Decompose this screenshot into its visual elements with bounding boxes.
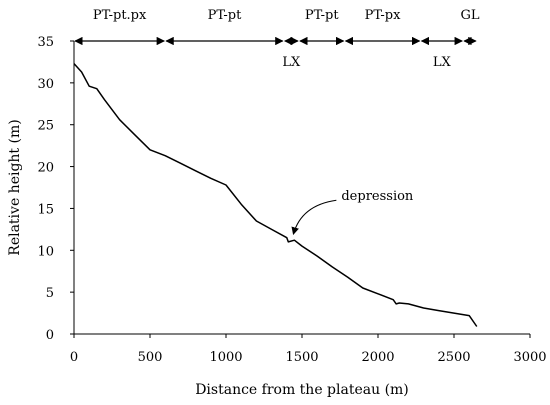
segment-label: PT-pt — [305, 8, 339, 23]
depression-label: depression — [341, 189, 414, 204]
segment-label: LX — [433, 55, 452, 70]
y-tick-label: 20 — [37, 161, 54, 176]
series-line-0 — [73, 63, 478, 327]
y-tick-label: 30 — [37, 77, 54, 92]
x-tick-label: 1500 — [285, 350, 318, 365]
y-axis-title: Relative height (m) — [7, 119, 23, 255]
segment-label: PT-pt — [208, 8, 242, 23]
y-tick-label: 5 — [46, 286, 54, 301]
y-axis: 0 5 10 15 20 25 30 35 — [37, 35, 75, 343]
depression-arrow — [291, 199, 337, 235]
x-tick-label: 3000 — [513, 350, 546, 365]
segment-label: PT-px — [365, 8, 401, 23]
segment-label: LX — [282, 55, 301, 70]
segment-arrows: PT-pt.px PT-pt LX PT-pt PT-px LX GL — [74, 8, 480, 70]
y-tick-label: 35 — [37, 35, 54, 50]
x-tick-label: 2000 — [361, 350, 394, 365]
series-layer — [73, 63, 478, 327]
x-tick-label: 1000 — [209, 350, 242, 365]
y-tick-label: 10 — [37, 244, 54, 259]
annotations-layer: depression — [291, 189, 414, 235]
segment-label: GL — [460, 8, 479, 23]
x-tick-label: 2500 — [437, 350, 470, 365]
y-tick-label: 25 — [37, 119, 54, 134]
x-tick-label: 500 — [138, 350, 163, 365]
x-tick-label: 0 — [70, 350, 78, 365]
segment-label: PT-pt.px — [93, 8, 147, 23]
y-tick-label: 0 — [46, 328, 54, 343]
x-axis: 0 500 1000 1500 2000 2500 3000 — [70, 333, 547, 365]
y-tick-label: 15 — [37, 202, 54, 217]
x-axis-title: Distance from the plateau (m) — [195, 382, 409, 398]
